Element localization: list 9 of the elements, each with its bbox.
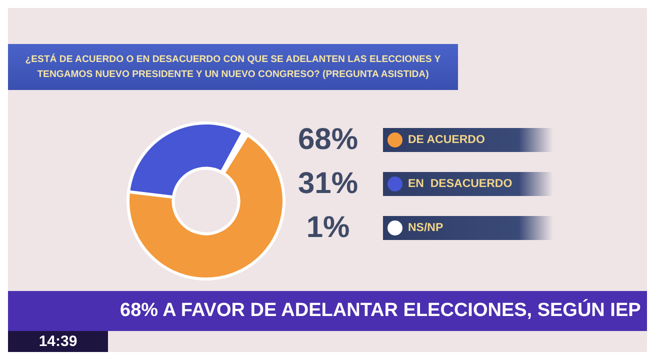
- data-label: 1%: [305, 211, 351, 245]
- legend-label: NS/NP: [408, 222, 444, 234]
- data-label: 68%: [296, 123, 360, 157]
- text: 14:39: [8, 331, 108, 352]
- legend-label: EN DESACUERDO: [408, 178, 512, 190]
- chart-title: ¿ESTÁ DE ACUERDO O EN DESACUERDO CON QUE SE ADELANTEN LAS ELECCIONES Y TENGAMOS NUEVO PRESIDENTE Y UN NUEVO CONGRESO? (PREGUNTA ASISTIDA): [8, 44, 458, 90]
- legend-label: DE ACUERDO: [408, 134, 485, 146]
- text: 68% A FAVOR DE ADELANTAR ELECCIONES, SEGÚN IEP: [120, 298, 641, 323]
- data-label: 31%: [296, 167, 360, 201]
